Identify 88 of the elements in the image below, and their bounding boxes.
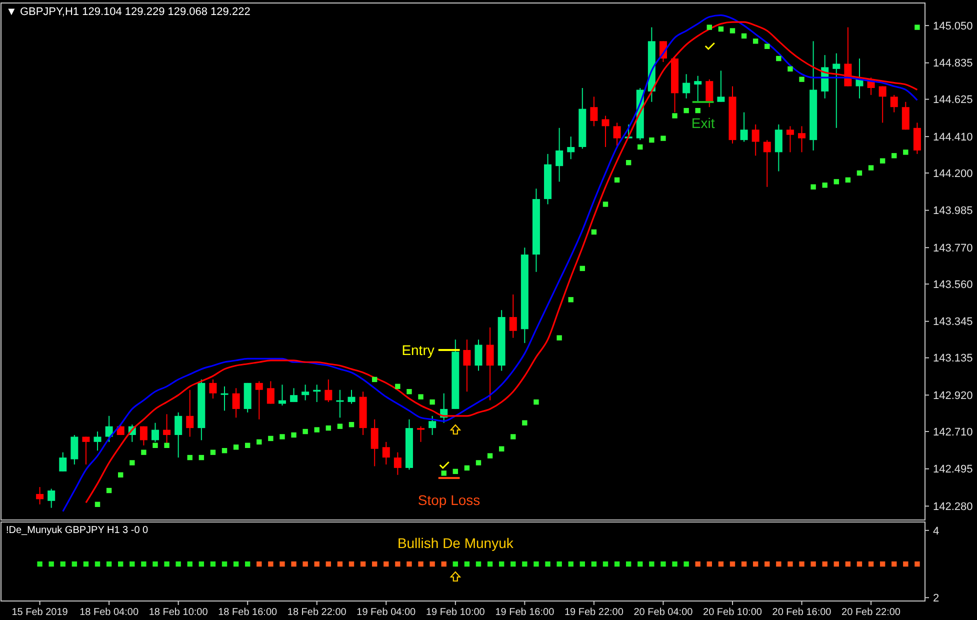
x-tick-label: 19 Feb 10:00 <box>426 607 486 618</box>
candlestick <box>682 74 690 99</box>
candlestick <box>94 431 102 452</box>
candlestick <box>694 75 702 102</box>
candlestick <box>140 426 148 446</box>
x-tick-label: 20 Feb 10:00 <box>703 607 762 618</box>
candlestick <box>186 389 194 438</box>
candlestick <box>116 424 124 436</box>
candlestick <box>428 415 436 436</box>
candlestick <box>602 115 610 148</box>
x-tick-label: 19 Feb 04:00 <box>356 607 416 618</box>
candlestick <box>913 122 921 154</box>
y-tick-label: 4 <box>933 525 940 538</box>
candlestick <box>82 436 90 465</box>
candlestick <box>70 434 78 465</box>
candlestick <box>509 294 517 338</box>
candlestick <box>706 78 714 108</box>
y-tick-label: 143.560 <box>933 278 973 291</box>
candlestick <box>36 486 44 505</box>
candlestick <box>567 136 575 160</box>
candlestick <box>752 124 760 156</box>
x-tick-label: 20 Feb 16:00 <box>772 607 832 618</box>
candlestick <box>740 112 748 142</box>
y-tick-label: 143.770 <box>933 242 973 254</box>
candlestick <box>798 126 806 153</box>
y-tick-label: 143.985 <box>933 205 973 218</box>
annotation: Entry <box>402 342 434 358</box>
candlestick <box>48 488 56 508</box>
x-tick-label: 19 Feb 22:00 <box>564 607 624 618</box>
candlestick <box>336 389 344 418</box>
candlestick <box>590 96 598 127</box>
x-tick-label: 18 Feb 22:00 <box>287 607 347 618</box>
x-tick-label: 15 Feb 2019 <box>12 607 68 618</box>
x-tick-label: 18 Feb 10:00 <box>148 607 208 618</box>
y-tick-label: 144.835 <box>933 58 973 70</box>
candlestick <box>163 414 171 446</box>
candlestick <box>763 140 771 188</box>
candlestick <box>832 52 840 128</box>
candlestick <box>370 418 378 467</box>
x-tick-label: 18 Feb 04:00 <box>80 607 139 618</box>
candlestick <box>890 94 898 113</box>
candlestick <box>878 86 886 124</box>
y-tick-label: 144.625 <box>933 94 973 106</box>
y-tick-label: 2 <box>933 592 940 604</box>
candlestick <box>232 388 240 418</box>
candlestick <box>302 384 310 401</box>
candlestick <box>717 70 725 102</box>
candlestick <box>266 380 274 404</box>
y-tick-label: 142.495 <box>933 464 973 476</box>
candlestick <box>613 122 621 148</box>
candlestick <box>463 339 471 392</box>
candlestick <box>290 388 298 403</box>
candlestick <box>278 384 286 406</box>
candlestick <box>324 378 332 403</box>
y-tick-label: 145.050 <box>933 20 973 32</box>
candlestick <box>174 412 182 458</box>
x-tick-label: 20 Feb 22:00 <box>842 607 901 618</box>
y-tick-label: 144.200 <box>933 168 973 180</box>
candlestick <box>417 426 425 442</box>
candlestick <box>474 339 482 372</box>
candlestick <box>382 441 390 465</box>
candlestick <box>774 124 782 172</box>
chart-title: !De_Munyuk GBPJPY H1 3 -0 0 <box>6 525 149 536</box>
y-tick-label: 144.410 <box>933 131 973 144</box>
y-tick-label: 142.710 <box>933 426 973 438</box>
x-tick-label: 20 Feb 04:00 <box>634 607 694 618</box>
candlestick <box>348 389 356 404</box>
candlestick <box>151 422 159 442</box>
annotation: Bullish De Munyuk <box>397 535 514 551</box>
candlestick <box>394 452 402 476</box>
candlestick <box>556 127 564 182</box>
candlestick <box>255 380 263 420</box>
candlestick <box>786 126 794 153</box>
x-tick-label: 19 Feb 16:00 <box>495 607 555 618</box>
candlestick <box>220 386 228 412</box>
candlestick <box>209 378 217 400</box>
x-tick-label: 18 Feb 16:00 <box>218 607 278 618</box>
y-tick-label: 142.280 <box>933 500 973 513</box>
y-tick-label: 143.345 <box>933 316 973 328</box>
annotation: Stop Loss <box>418 492 480 508</box>
y-tick-label: 143.135 <box>933 352 973 365</box>
candlestick <box>486 326 494 401</box>
annotation: Exit <box>691 115 715 131</box>
candlestick <box>902 101 910 130</box>
candlestick <box>59 452 67 472</box>
y-tick-label: 142.920 <box>933 390 973 402</box>
candlestick <box>856 58 864 99</box>
chart-title: ▼ GBPJPY,H1 129.104 129.229 129.068 129.222 <box>6 6 250 18</box>
